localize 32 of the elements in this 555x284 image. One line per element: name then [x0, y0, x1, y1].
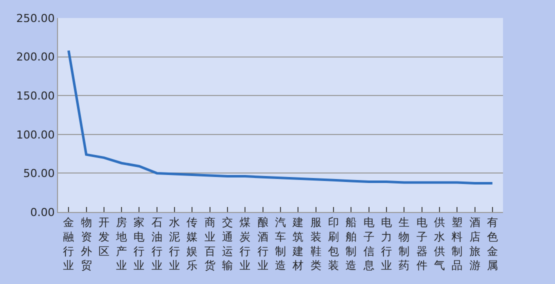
x-tick-label: 金融行业 [63, 216, 74, 272]
x-tick-label: 传媒娱乐 [186, 216, 198, 272]
x-tick-label: 有色金属 [486, 216, 498, 272]
y-tick-label: 50.00 [23, 167, 55, 180]
x-tick-label: 电力行业 [380, 216, 392, 272]
x-tick-label: 电子器件 [416, 216, 428, 272]
x-tick-label: 水泥行业 [169, 216, 180, 272]
x-tick-label: 商业百货 [204, 216, 216, 272]
y-tick-label: 150.00 [16, 89, 55, 102]
y-tick-label: 100.00 [16, 128, 55, 142]
x-tick-label: 电子信息 [362, 216, 374, 272]
x-tick-label: 物资外贸 [80, 216, 92, 272]
x-tick-label: 建筑建材 [292, 216, 304, 272]
x-tick-label: 酿酒行业 [257, 216, 268, 272]
y-tick-label: 200.00 [16, 50, 55, 64]
x-tick-label: 酒店旅游 [469, 216, 480, 272]
x-tick-label: 生物制药 [398, 216, 410, 272]
x-tick-label: 煤炭行业 [240, 216, 251, 272]
x-tick-label: 塑料制品 [452, 216, 463, 272]
y-tick-label: 250.00 [16, 12, 55, 25]
line-series [67, 49, 494, 185]
x-tick-label: 交通运输 [222, 216, 234, 272]
x-tick-label: 开发区 [98, 216, 110, 258]
x-tick-label: 服装鞋类 [310, 216, 322, 272]
x-tick-label: 供水供气 [434, 216, 445, 272]
y-tick-label: 0.00 [30, 206, 55, 219]
x-tick-label: 汽车制造 [275, 216, 286, 272]
x-tick-label: 家电行业 [134, 216, 145, 272]
x-tick-label: 船舶制造 [346, 216, 357, 272]
x-tick-label: 石油行业 [151, 216, 162, 272]
x-tick-label: 房地产业 [115, 216, 128, 272]
x-tick-label: 印刷包装 [328, 216, 339, 272]
